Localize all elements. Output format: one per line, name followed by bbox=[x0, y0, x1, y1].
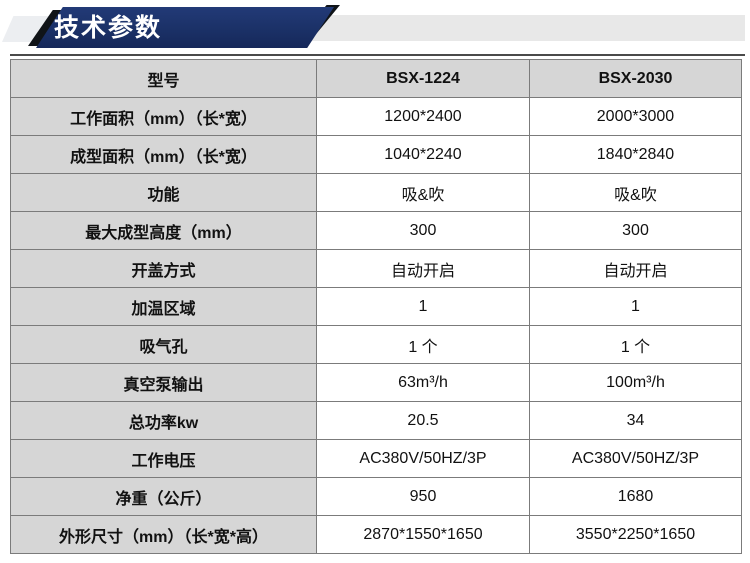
table-header-row: 型号 BSX-1224 BSX-2030 bbox=[10, 59, 742, 98]
banner-divider-rule bbox=[10, 54, 745, 56]
row-value-model-2: 2000*3000 bbox=[529, 97, 742, 136]
table-row: 工作电压 AC380V/50HZ/3P AC380V/50HZ/3P bbox=[10, 439, 742, 478]
header-cell-parameter: 型号 bbox=[10, 59, 317, 98]
row-value-model-2: 自动开启 bbox=[529, 249, 742, 288]
row-label: 外形尺寸（mm）（长*宽*高） bbox=[10, 515, 317, 554]
row-value-model-2: 吸&吹 bbox=[529, 173, 742, 212]
row-label: 加温区域 bbox=[10, 287, 317, 326]
row-label: 吸气孔 bbox=[10, 325, 317, 364]
table-row: 净重（公斤） 950 1680 bbox=[10, 477, 742, 516]
row-value-model-1: 1200*2400 bbox=[316, 97, 530, 136]
row-value-model-1: 20.5 bbox=[316, 401, 530, 440]
row-value-model-1: 1 bbox=[316, 287, 530, 326]
row-label: 开盖方式 bbox=[10, 249, 317, 288]
table-row: 外形尺寸（mm）（长*宽*高） 2870*1550*1650 3550*2250… bbox=[10, 515, 742, 554]
table-row: 最大成型高度（mm） 300 300 bbox=[10, 211, 742, 250]
spec-table-container: 型号 BSX-1224 BSX-2030 工作面积（mm）（长*宽） 1200*… bbox=[10, 59, 742, 554]
table-row: 总功率kw 20.5 34 bbox=[10, 401, 742, 440]
row-value-model-2: 1 bbox=[529, 287, 742, 326]
header-cell-model-2: BSX-2030 bbox=[529, 59, 742, 98]
row-label: 最大成型高度（mm） bbox=[10, 211, 317, 250]
row-value-model-2: 1840*2840 bbox=[529, 135, 742, 174]
table-row: 吸气孔 1 个 1 个 bbox=[10, 325, 742, 364]
spec-table: 型号 BSX-1224 BSX-2030 工作面积（mm）（长*宽） 1200*… bbox=[10, 59, 742, 554]
row-value-model-1: 1 个 bbox=[316, 325, 530, 364]
table-row: 成型面积（mm）（长*宽） 1040*2240 1840*2840 bbox=[10, 135, 742, 174]
row-value-model-1: 300 bbox=[316, 211, 530, 250]
row-value-model-2: 3550*2250*1650 bbox=[529, 515, 742, 554]
row-label: 工作电压 bbox=[10, 439, 317, 478]
row-value-model-2: 100m³/h bbox=[529, 363, 742, 402]
section-banner: 技术参数 bbox=[0, 0, 750, 56]
row-value-model-1: 吸&吹 bbox=[316, 173, 530, 212]
row-label: 工作面积（mm）（长*宽） bbox=[10, 97, 317, 136]
row-value-model-2: 300 bbox=[529, 211, 742, 250]
table-row: 工作面积（mm）（长*宽） 1200*2400 2000*3000 bbox=[10, 97, 742, 136]
row-label: 成型面积（mm）（长*宽） bbox=[10, 135, 317, 174]
row-value-model-1: AC380V/50HZ/3P bbox=[316, 439, 530, 478]
row-label: 总功率kw bbox=[10, 401, 317, 440]
row-label: 功能 bbox=[10, 173, 317, 212]
banner-blue-shape bbox=[36, 7, 334, 48]
spec-table-body: 型号 BSX-1224 BSX-2030 工作面积（mm）（长*宽） 1200*… bbox=[10, 59, 742, 554]
row-value-model-2: AC380V/50HZ/3P bbox=[529, 439, 742, 478]
section-title: 技术参数 bbox=[54, 14, 163, 42]
row-value-model-1: 自动开启 bbox=[316, 249, 530, 288]
header-cell-model-1: BSX-1224 bbox=[316, 59, 530, 98]
table-row: 加温区域 1 1 bbox=[10, 287, 742, 326]
row-label: 真空泵输出 bbox=[10, 363, 317, 402]
row-label: 净重（公斤） bbox=[10, 477, 317, 516]
table-row: 真空泵输出 63m³/h 100m³/h bbox=[10, 363, 742, 402]
table-row: 开盖方式 自动开启 自动开启 bbox=[10, 249, 742, 288]
row-value-model-1: 1040*2240 bbox=[316, 135, 530, 174]
row-value-model-1: 2870*1550*1650 bbox=[316, 515, 530, 554]
row-value-model-2: 1680 bbox=[529, 477, 742, 516]
row-value-model-2: 1 个 bbox=[529, 325, 742, 364]
row-value-model-2: 34 bbox=[529, 401, 742, 440]
row-value-model-1: 950 bbox=[316, 477, 530, 516]
row-value-model-1: 63m³/h bbox=[316, 363, 530, 402]
table-row: 功能 吸&吹 吸&吹 bbox=[10, 173, 742, 212]
